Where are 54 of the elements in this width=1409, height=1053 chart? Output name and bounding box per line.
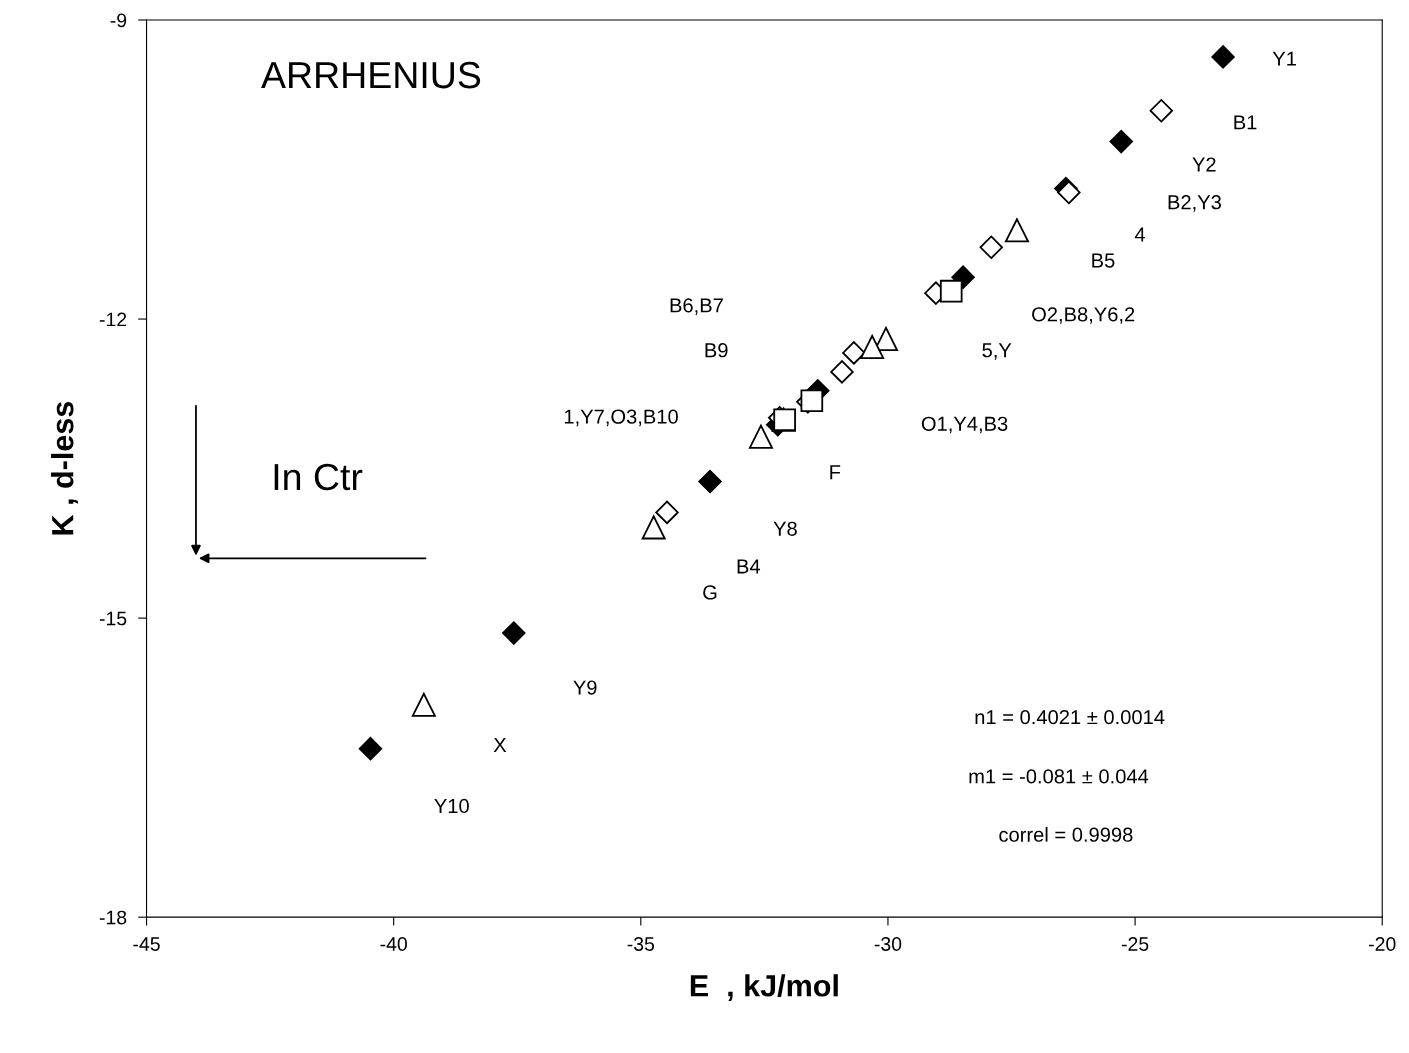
text: ARRHENIUS [261, 61, 481, 89]
annotation: O2,B8,Y6,2 [1032, 307, 1135, 324]
point [842, 341, 866, 365]
point [502, 621, 526, 645]
point [860, 334, 885, 359]
point [698, 469, 722, 494]
annotation: 1,Y7,O3,B10 [564, 409, 678, 427]
y-tick-label: -18 [99, 910, 127, 925]
annotation: Y1 [1272, 51, 1296, 66]
point [1149, 99, 1173, 123]
point [939, 279, 963, 303]
y-axis-title: K , d-less [51, 401, 78, 535]
x-tick-label: -20 [1369, 937, 1396, 951]
x-tick-label: -40 [380, 937, 407, 951]
x-tick-label: -35 [627, 937, 655, 951]
point [800, 389, 824, 413]
annotation: In Ctr [274, 463, 363, 491]
y-tick-label: -12 [99, 312, 127, 327]
point [748, 424, 773, 449]
annotation: F [830, 465, 841, 480]
annotation: B2,Y3 [1168, 195, 1221, 212]
annotation: correl = 0.9998 [999, 827, 1133, 842]
annotation: B6,B7 [670, 298, 723, 315]
annotation: B5 [1092, 253, 1115, 268]
x-tick-label: -30 [874, 937, 902, 951]
annotation: B4 [737, 559, 761, 574]
point [358, 736, 383, 761]
annotation: B1 [1234, 115, 1257, 130]
point [411, 692, 436, 717]
annotation: n1 = 0.4021 ± 0.0014 [975, 710, 1165, 725]
annotation: 4 [1134, 227, 1146, 242]
annotation: X [493, 738, 507, 752]
annotation: 5,Y [982, 343, 1012, 360]
y-tick-label: -9 [110, 13, 127, 28]
point [641, 515, 666, 540]
x-tick-label: -25 [1121, 937, 1149, 951]
annotation: Y8 [773, 521, 797, 536]
annotation: G [703, 585, 717, 600]
annotation: B9 [705, 343, 728, 358]
x-tick-label: -45 [133, 937, 160, 951]
annotation: m1 = -0.081 ± 0.044 [969, 769, 1149, 784]
point [1211, 45, 1235, 69]
annotation: O1,Y4,B3 [921, 416, 1008, 434]
annotation: Y10 [434, 798, 469, 814]
point [979, 235, 1003, 259]
point [655, 500, 679, 525]
annotation: Y9 [573, 680, 597, 695]
y-tick-label: -15 [99, 611, 127, 626]
annotation: Y2 [1192, 157, 1216, 172]
point [1109, 129, 1133, 154]
point [1004, 218, 1029, 243]
x-axis-title: E , kJ/mol [690, 974, 838, 1002]
point [773, 408, 796, 432]
point [830, 360, 854, 384]
